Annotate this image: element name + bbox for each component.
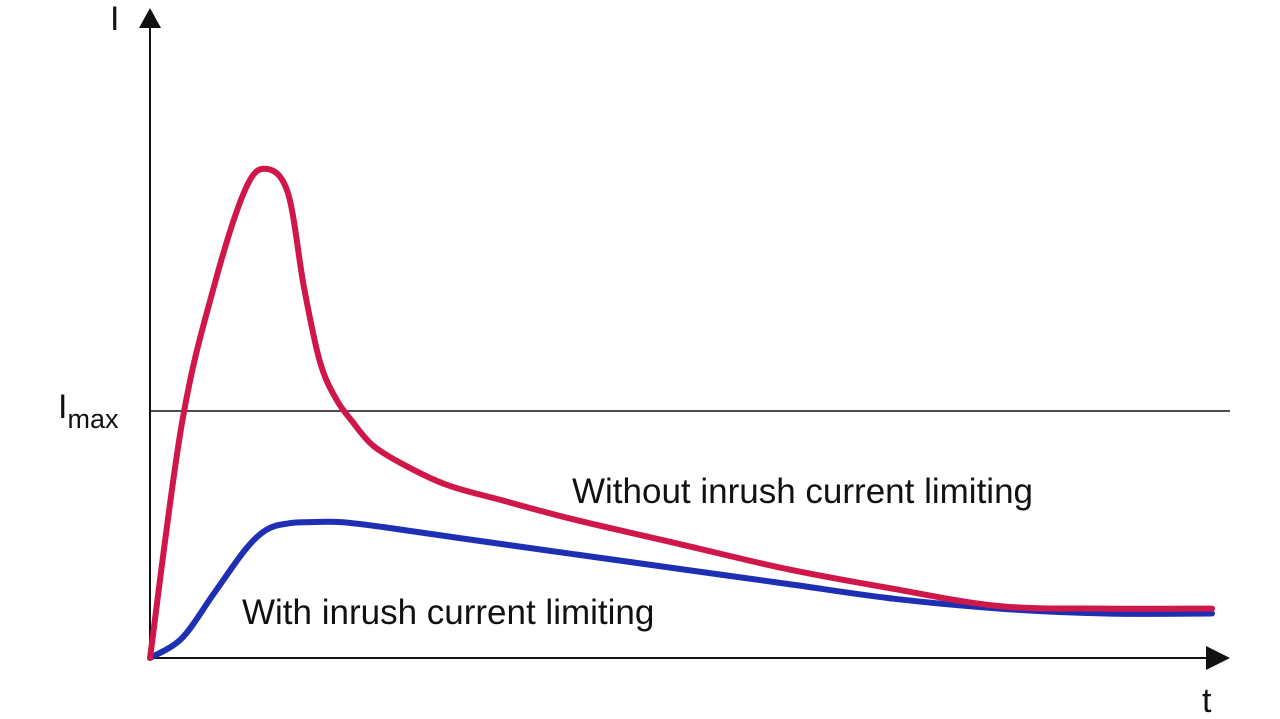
series-line-with-limiting: [147, 518, 1215, 661]
series-label-with-limiting: With inrush current limiting: [242, 593, 654, 632]
series-line-without-limiting: [147, 165, 1215, 661]
y-axis-arrow-icon: [139, 8, 161, 28]
x-axis-label: t: [1202, 682, 1212, 719]
y-axis-label: I: [110, 0, 119, 38]
x-axis-arrow-icon: [1206, 646, 1230, 670]
imax-label: Imax: [58, 388, 119, 434]
imax-label-sub: max: [67, 404, 119, 434]
imax-label-main: I: [58, 388, 67, 426]
series-label-without-limiting: Without inrush current limiting: [572, 472, 1033, 511]
